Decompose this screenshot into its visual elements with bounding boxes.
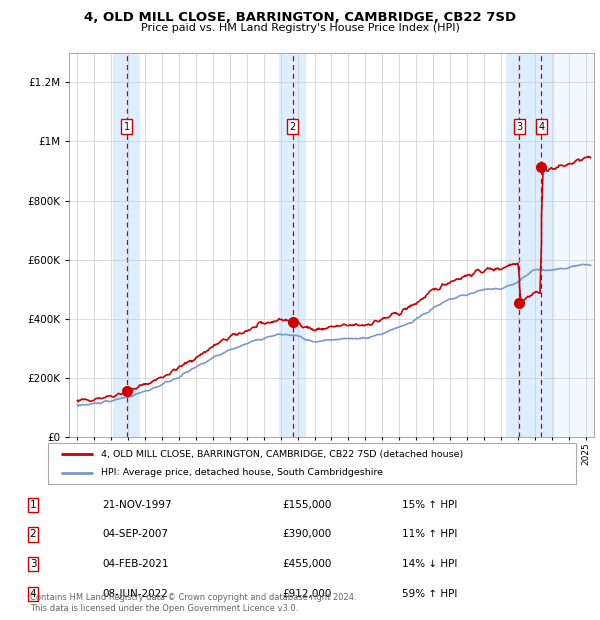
Text: 1: 1 [29,500,37,510]
Text: HPI: Average price, detached house, South Cambridgeshire: HPI: Average price, detached house, Sout… [101,468,383,477]
Bar [528,53,555,437]
Text: 2: 2 [289,122,296,131]
Text: 04-SEP-2007: 04-SEP-2007 [102,529,168,539]
Text: 4: 4 [538,122,545,131]
FancyBboxPatch shape [48,443,576,484]
Text: 3: 3 [29,559,37,569]
Text: 4: 4 [29,589,37,599]
Bar [279,53,306,437]
Text: 15% ↑ HPI: 15% ↑ HPI [402,500,457,510]
Text: £455,000: £455,000 [282,559,331,569]
Text: 4, OLD MILL CLOSE, BARRINGTON, CAMBRIDGE, CB22 7SD: 4, OLD MILL CLOSE, BARRINGTON, CAMBRIDGE… [84,11,516,24]
Bar [506,53,533,437]
Text: £390,000: £390,000 [282,529,331,539]
Text: Contains HM Land Registry data © Crown copyright and database right 2024.
This d: Contains HM Land Registry data © Crown c… [30,593,356,613]
Text: 11% ↑ HPI: 11% ↑ HPI [402,529,457,539]
Text: 14% ↓ HPI: 14% ↓ HPI [402,559,457,569]
Text: 08-JUN-2022: 08-JUN-2022 [102,589,168,599]
Text: Price paid vs. HM Land Registry's House Price Index (HPI): Price paid vs. HM Land Registry's House … [140,23,460,33]
Text: 1: 1 [124,122,130,131]
Text: £912,000: £912,000 [282,589,331,599]
Text: 2: 2 [29,529,37,539]
Text: 21-NOV-1997: 21-NOV-1997 [102,500,172,510]
Text: 3: 3 [517,122,523,131]
Text: £155,000: £155,000 [282,500,331,510]
Text: 59% ↑ HPI: 59% ↑ HPI [402,589,457,599]
Text: 04-FEB-2021: 04-FEB-2021 [102,559,169,569]
Text: 4, OLD MILL CLOSE, BARRINGTON, CAMBRIDGE, CB22 7SD (detached house): 4, OLD MILL CLOSE, BARRINGTON, CAMBRIDGE… [101,450,463,459]
Bar [528,53,594,437]
Bar [113,53,140,437]
